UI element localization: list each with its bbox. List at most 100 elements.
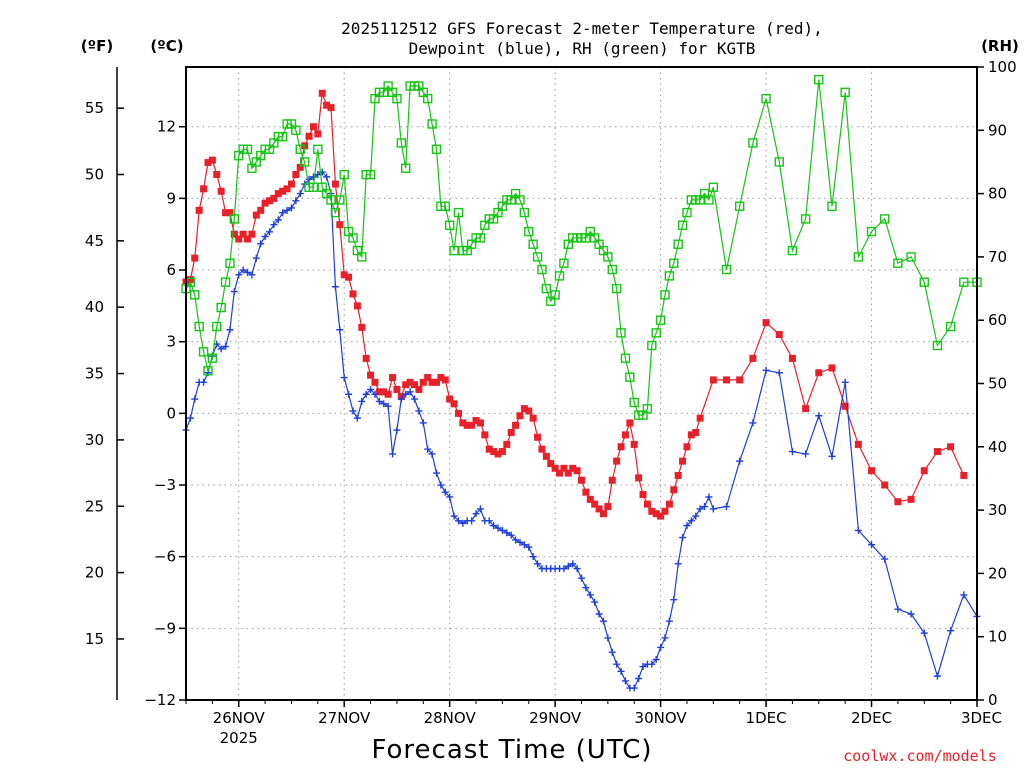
time-tick-label: 26NOV	[213, 709, 266, 727]
dew-point	[362, 390, 370, 398]
temp-point	[323, 101, 331, 109]
temp-point	[459, 419, 467, 427]
dew-point	[230, 288, 238, 296]
dew-point	[723, 503, 731, 511]
dew-point	[336, 326, 344, 334]
fahrenheit-tick-label: 25	[85, 497, 104, 515]
rh-tick-label: 30	[988, 501, 1007, 519]
temp-point	[349, 290, 357, 298]
time-tick-label: 28NOV	[424, 709, 477, 727]
temp-point	[736, 376, 744, 384]
dew-point	[257, 240, 265, 248]
temp-point	[230, 230, 238, 238]
temp-point	[841, 402, 849, 410]
x-axis-title: Forecast Time (UTC)	[371, 735, 652, 765]
dew-point	[648, 660, 656, 668]
dew-point	[608, 648, 616, 656]
temp-point	[402, 381, 410, 389]
temp-point	[947, 443, 955, 451]
dew-point	[569, 560, 577, 568]
temp-point	[604, 503, 612, 511]
dew-point	[292, 197, 300, 205]
rh-series	[181, 74, 982, 420]
rh-point	[216, 302, 226, 313]
credit-link[interactable]: coolwx.com/models	[843, 747, 997, 765]
dew-point	[775, 369, 783, 377]
temp-point	[309, 123, 317, 131]
rh-tick-label: 100	[988, 58, 1017, 76]
temp-point	[639, 491, 647, 499]
rh-point	[242, 144, 253, 154]
rh-point	[198, 347, 209, 357]
temp-point	[454, 409, 462, 417]
rh-point	[682, 207, 692, 218]
temp-point	[503, 440, 511, 448]
temp-point	[828, 364, 836, 372]
temp-point	[960, 471, 968, 479]
rh-tick-label: 70	[988, 248, 1007, 266]
rh-point	[880, 214, 890, 224]
temp-point	[292, 170, 300, 178]
temp-point	[569, 464, 577, 472]
dew-point	[881, 555, 889, 563]
rh-point	[647, 340, 657, 351]
temp-point	[235, 235, 243, 243]
temp-point	[274, 190, 282, 198]
dew-point	[186, 414, 194, 422]
temp-point	[907, 495, 915, 503]
rh-point	[704, 195, 714, 205]
temp-point	[547, 460, 555, 468]
dew-point	[274, 216, 282, 224]
rh-point	[431, 144, 442, 154]
dew-point	[670, 596, 678, 604]
dew-point	[393, 426, 401, 434]
temp-point	[578, 476, 585, 484]
temp-point	[670, 486, 678, 494]
celsius-unit-label: (ºC)	[150, 37, 183, 55]
temp-point	[358, 323, 366, 331]
temp-point	[854, 440, 862, 448]
dew-point	[217, 345, 225, 353]
dew-point	[529, 553, 537, 561]
rh-point	[735, 201, 745, 211]
dew-point	[894, 605, 902, 613]
dew-point	[639, 663, 647, 671]
dew-point	[674, 560, 682, 568]
rh-point	[207, 353, 218, 363]
dew-point	[920, 629, 928, 637]
dew-point	[516, 538, 524, 546]
rh-point	[620, 353, 631, 363]
dew-point	[564, 562, 572, 570]
temp-point	[265, 197, 273, 205]
dew-point	[349, 407, 357, 415]
temp-point	[815, 369, 823, 377]
dew-point	[340, 374, 348, 382]
fahrenheit-tick-label: 15	[85, 630, 104, 648]
temp-point	[674, 471, 682, 479]
rh-point	[893, 258, 903, 268]
dew-point	[630, 684, 638, 692]
fahrenheit-tick-label: 20	[85, 564, 104, 582]
temp-point	[534, 433, 542, 441]
rh-tick-label: 90	[988, 121, 1007, 139]
dew-point	[788, 448, 796, 456]
dew-point	[191, 395, 199, 403]
dew-point	[248, 271, 256, 279]
dew-point	[309, 173, 317, 181]
dew-point	[450, 512, 458, 520]
dew-point	[573, 565, 581, 573]
dew-point	[679, 534, 687, 542]
rh-point	[827, 201, 837, 211]
temp-point	[406, 378, 414, 386]
temp-point	[481, 431, 489, 439]
rh-point	[959, 277, 969, 287]
rh-tick-label: 60	[988, 311, 1007, 329]
dew-point	[749, 419, 757, 427]
temp-point	[665, 500, 673, 508]
temp-point	[868, 467, 876, 475]
dew-point	[687, 517, 695, 525]
dew-point	[270, 221, 278, 229]
dew-point	[635, 675, 643, 683]
rh-point	[655, 315, 666, 325]
rh-point	[669, 258, 679, 268]
